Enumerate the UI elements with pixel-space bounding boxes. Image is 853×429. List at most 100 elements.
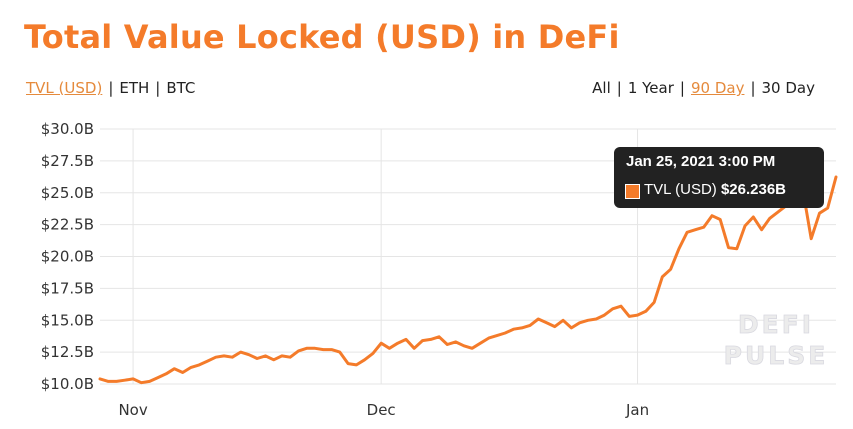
separator: | xyxy=(155,79,161,97)
data-point xyxy=(612,308,614,310)
data-point xyxy=(661,276,663,278)
x-tick-label: Dec xyxy=(367,401,396,419)
tooltip-row: TVL (USD) $26.236B xyxy=(644,181,786,198)
data-point xyxy=(264,355,266,357)
y-tick-label: $10.0B xyxy=(41,375,94,393)
x-axis: Nov Dec Jan xyxy=(118,401,649,419)
tvl-usd-line xyxy=(98,175,838,385)
data-point xyxy=(653,301,655,303)
data-point xyxy=(595,318,597,320)
data-point xyxy=(570,327,572,329)
data-point xyxy=(529,324,531,326)
data-point xyxy=(165,373,167,375)
range-1-year[interactable]: 1 Year xyxy=(627,79,674,97)
data-point xyxy=(314,347,316,349)
tooltip-date: Jan 25, 2021 3:00 PM xyxy=(626,153,776,170)
data-point xyxy=(140,382,142,384)
data-point xyxy=(438,336,440,338)
watermark-line-2: PULSE xyxy=(724,341,829,370)
data-point xyxy=(760,229,762,231)
watermark-line-1: DEFI xyxy=(738,310,814,339)
y-tick-label: $22.5B xyxy=(41,216,94,234)
data-point xyxy=(554,325,556,327)
tooltip-value: $26.236B xyxy=(720,181,787,198)
data-point xyxy=(339,351,341,353)
data-point xyxy=(496,334,498,336)
data-point xyxy=(488,337,490,339)
y-axis: $10.0B $12.5B $15.0B $17.5B $20.0B $22.5B $25.… xyxy=(41,120,94,393)
data-point xyxy=(281,355,283,357)
data-point xyxy=(454,341,456,343)
data-point xyxy=(678,248,680,250)
data-point xyxy=(289,356,291,358)
data-point xyxy=(620,305,622,307)
data-point xyxy=(719,218,721,220)
data-point xyxy=(463,345,465,347)
y-tick-label: $20.0B xyxy=(41,248,94,266)
data-point xyxy=(397,342,399,344)
data-point xyxy=(545,322,547,324)
separator: | xyxy=(679,79,685,97)
data-point xyxy=(645,310,647,312)
data-point xyxy=(769,217,771,219)
data-point xyxy=(115,380,117,382)
data-point xyxy=(578,322,580,324)
toggle-eth[interactable]: ETH xyxy=(119,79,150,97)
data-point xyxy=(562,319,564,321)
data-point xyxy=(504,332,506,334)
data-point xyxy=(306,347,308,349)
x-tick-label: Jan xyxy=(625,401,649,419)
data-point xyxy=(636,314,638,316)
data-point xyxy=(363,359,365,361)
data-point xyxy=(322,348,324,350)
y-tick-label: $15.0B xyxy=(41,311,94,329)
data-point xyxy=(669,268,671,270)
range-all[interactable]: All xyxy=(592,79,611,97)
x-tick-label: Nov xyxy=(118,401,147,419)
y-tick-label: $17.5B xyxy=(41,279,94,297)
data-point xyxy=(107,380,109,382)
data-point xyxy=(521,327,523,329)
separator: | xyxy=(616,79,622,97)
data-point xyxy=(479,342,481,344)
range-toggle-group: All | 1 Year | 90 Day | 30 Day xyxy=(592,79,815,97)
data-point xyxy=(215,356,217,358)
data-point xyxy=(148,380,150,382)
toggle-tvl-usd[interactable]: TVL (USD) xyxy=(26,79,103,97)
range-30-day[interactable]: 30 Day xyxy=(761,79,815,97)
data-point xyxy=(198,364,200,366)
data-point xyxy=(603,314,605,316)
data-point xyxy=(248,354,250,356)
data-point xyxy=(471,347,473,349)
data-point xyxy=(173,368,175,370)
tooltip-series-swatch xyxy=(625,184,640,199)
data-point xyxy=(421,339,423,341)
data-point xyxy=(99,378,101,380)
data-point xyxy=(736,248,738,250)
data-point xyxy=(297,350,299,352)
data-point xyxy=(703,226,705,228)
data-point xyxy=(372,352,374,354)
data-point xyxy=(330,348,332,350)
watermark: DEFI PULSE xyxy=(723,310,829,371)
range-90-day[interactable]: 90 Day xyxy=(690,79,745,97)
y-tick-label: $25.0B xyxy=(41,184,94,202)
data-point xyxy=(752,216,754,218)
data-point xyxy=(537,318,539,320)
data-point xyxy=(686,231,688,233)
data-point xyxy=(223,355,225,357)
separator: | xyxy=(108,79,114,97)
data-point xyxy=(727,246,729,248)
data-point xyxy=(777,211,779,213)
y-tick-label: $12.5B xyxy=(41,343,94,361)
data-point xyxy=(132,378,134,380)
data-point xyxy=(347,362,349,364)
denomination-toggle-group: TVL (USD) | ETH | BTC xyxy=(26,79,195,97)
data-point xyxy=(430,338,432,340)
data-point xyxy=(405,338,407,340)
y-tick-label: $30.0B xyxy=(41,120,94,138)
data-point xyxy=(818,212,820,214)
toggle-btc[interactable]: BTC xyxy=(166,79,196,97)
data-point xyxy=(124,379,126,381)
